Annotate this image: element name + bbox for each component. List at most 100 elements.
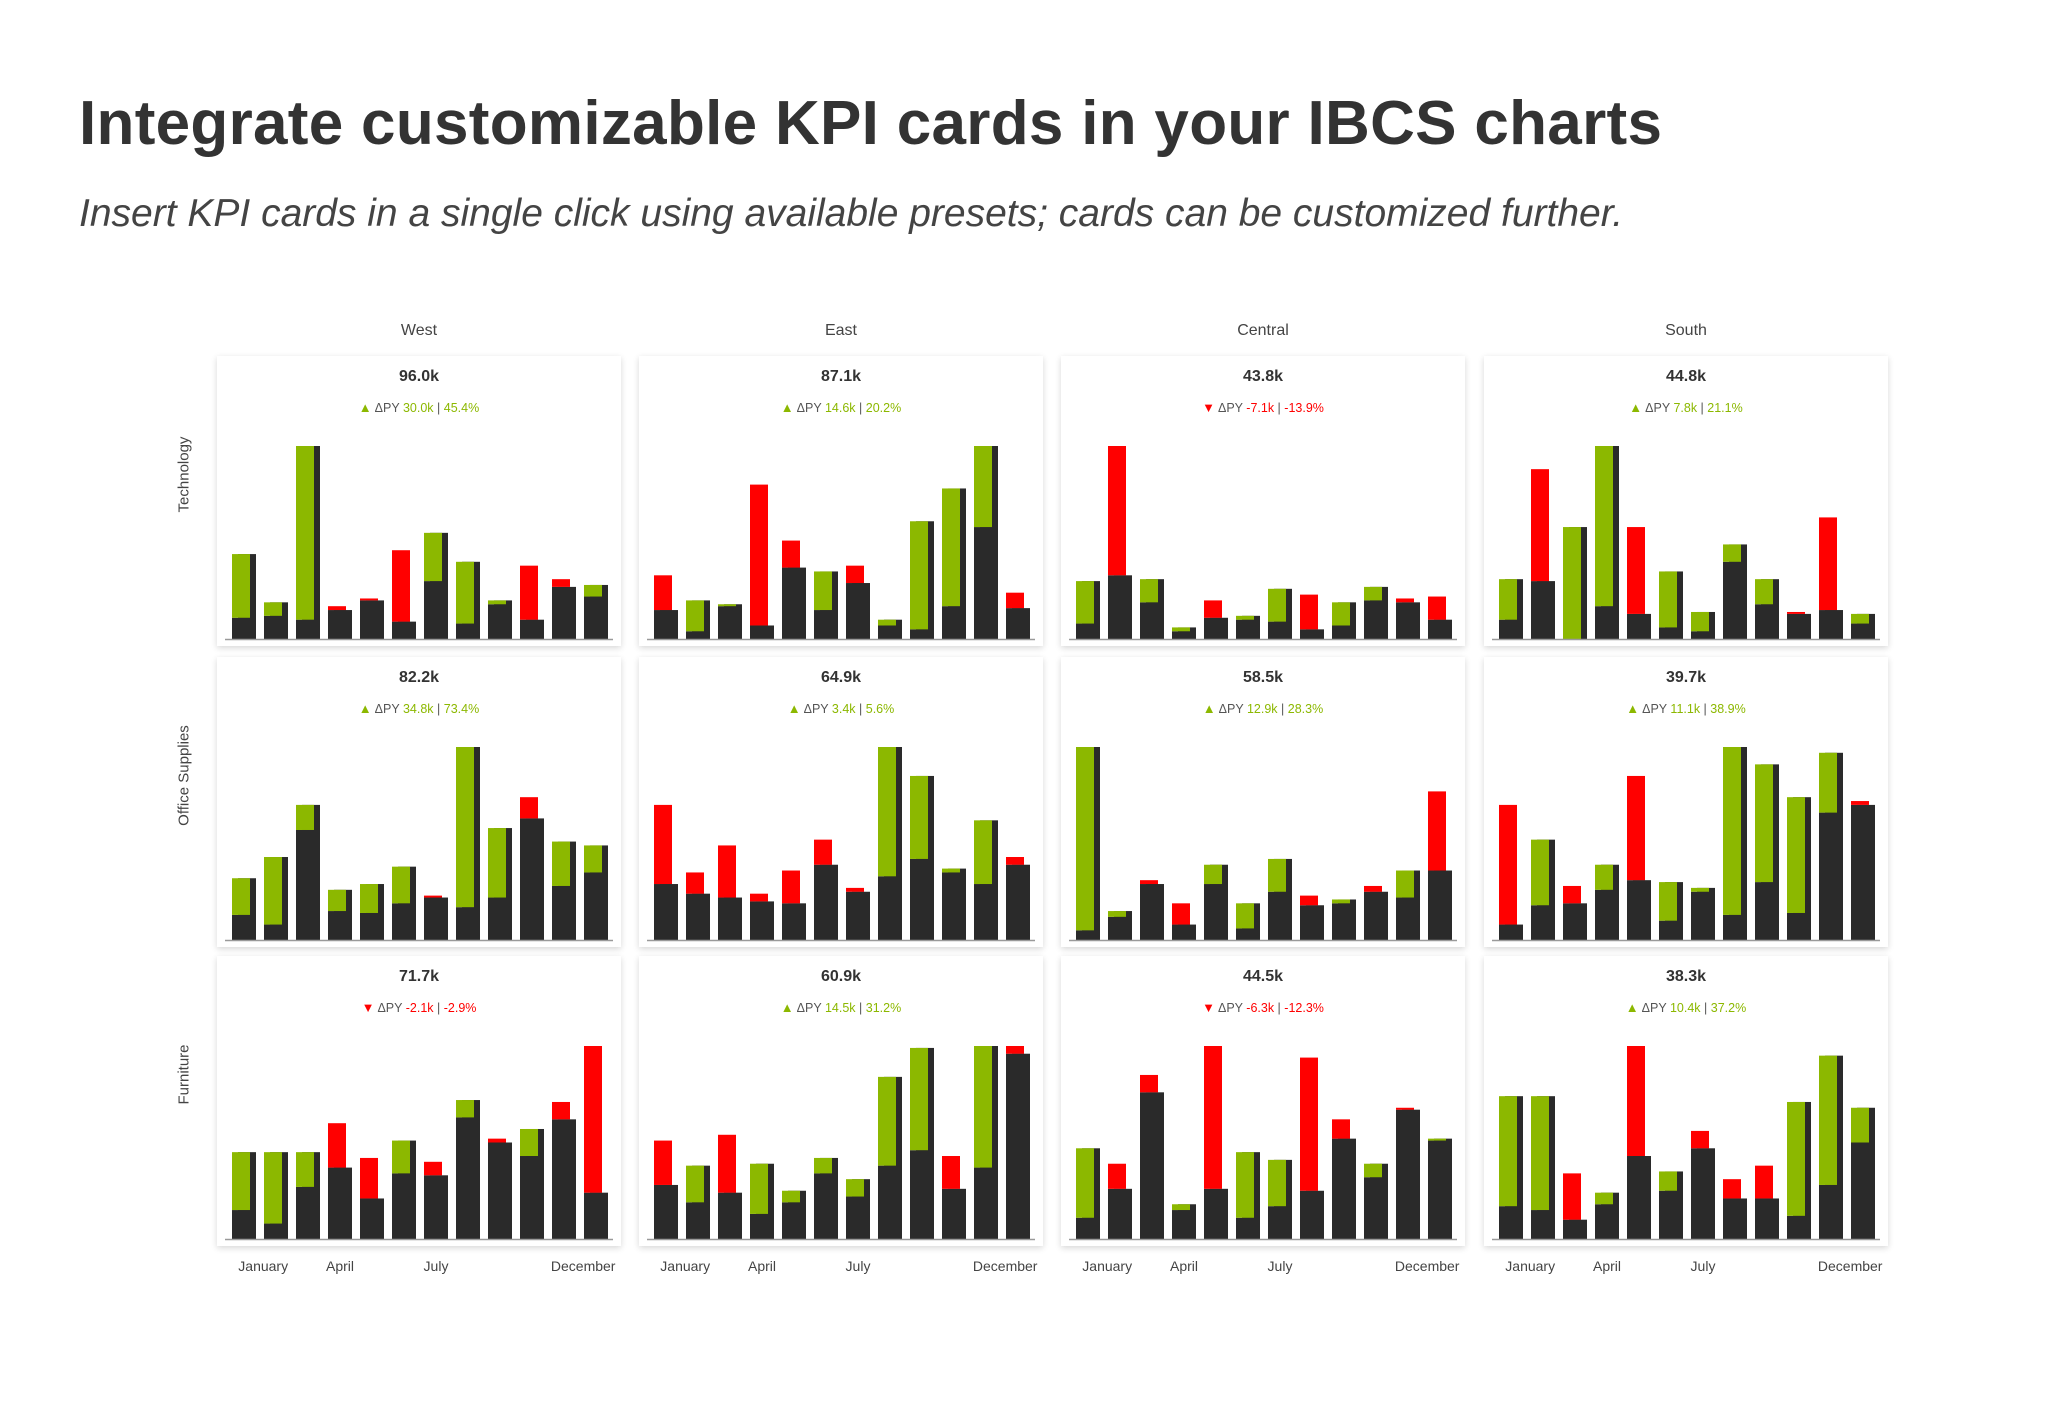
delta-label: ΔPY xyxy=(1645,401,1670,415)
panel-bars xyxy=(1069,1046,1457,1241)
kpi-value: 60.9k xyxy=(820,968,862,985)
month-tick-label: December xyxy=(972,1258,1038,1274)
negative-variance-bar xyxy=(942,1156,960,1189)
positive-variance-bar xyxy=(1595,446,1613,607)
negative-variance-bar xyxy=(488,1138,506,1143)
base-bar xyxy=(1531,905,1549,940)
base-bar xyxy=(878,876,896,940)
base-bar xyxy=(232,617,250,639)
positive-variance-bar xyxy=(1755,579,1773,605)
kpi-value: 87.1k xyxy=(820,368,862,385)
kpi-card: 39.7k ▲ ΔPY 11.1k | 38.9% xyxy=(1484,657,1888,947)
delta-label: ΔPY xyxy=(1217,401,1243,415)
base-bar xyxy=(1851,1142,1869,1239)
base-bar xyxy=(686,1202,704,1239)
base-bar xyxy=(1140,1092,1158,1239)
base-bar xyxy=(1172,631,1190,639)
base-bar xyxy=(1787,912,1805,940)
base-bar xyxy=(456,907,474,940)
base-bar xyxy=(846,583,864,639)
base-bar xyxy=(424,897,442,940)
positive-variance-bar xyxy=(584,584,602,597)
column-label-west: West xyxy=(400,322,438,339)
row-label-technology: Technology xyxy=(175,436,193,513)
positive-variance-bar xyxy=(456,561,474,624)
negative-variance-bar xyxy=(1300,895,1318,906)
positive-variance-bar xyxy=(328,889,346,912)
base-bar xyxy=(1396,897,1414,940)
positive-variance-bar xyxy=(392,866,410,904)
base-bar xyxy=(456,623,474,639)
panel-bars xyxy=(1492,446,1880,641)
positive-variance-bar xyxy=(296,1152,314,1187)
negative-variance-bar xyxy=(1172,903,1190,925)
positive-variance-bar xyxy=(814,571,832,611)
base-bar xyxy=(1627,880,1645,940)
base-bar xyxy=(1691,631,1709,639)
negative-variance-bar xyxy=(1691,1130,1709,1149)
base-bar xyxy=(1659,627,1677,639)
kpi-delta: ▼ ΔPY -7.1k | -13.9% xyxy=(1202,400,1324,415)
delta-percent: 45.4% xyxy=(443,401,480,415)
base-bar xyxy=(814,864,832,940)
negative-variance-bar xyxy=(1204,600,1222,618)
month-tick-label: April xyxy=(747,1258,777,1274)
base-bar xyxy=(1236,1217,1254,1239)
kpi-card: 44.8k ▲ ΔPY 7.8k | 21.1% xyxy=(1484,356,1888,646)
kpi-delta: ▲ ΔPY 10.4k | 37.2% xyxy=(1625,1000,1747,1015)
panel-bars xyxy=(225,1046,613,1241)
delta-value: 34.8k xyxy=(402,702,434,716)
base-bar xyxy=(1268,1206,1286,1239)
month-tick-label: January xyxy=(1082,1258,1133,1274)
negative-variance-bar xyxy=(846,565,864,584)
triangle-up-icon: ▲ xyxy=(780,1000,794,1015)
kpi-card: 44.5k ▼ ΔPY -6.3k | -12.3% xyxy=(1061,956,1465,1246)
kpi-card: 82.2k ▲ ΔPY 34.8k | 73.4% xyxy=(217,657,621,947)
kpi-value: 38.3k xyxy=(1665,968,1707,985)
negative-variance-bar xyxy=(1819,517,1837,611)
base-bar xyxy=(1595,889,1613,940)
base-bar xyxy=(1819,812,1837,940)
kpi-card: 64.9k ▲ ΔPY 3.4k | 5.6% xyxy=(639,657,1043,947)
base-bar xyxy=(1332,625,1350,639)
kpi-value: 44.5k xyxy=(1242,968,1284,985)
delta-label: ΔPY xyxy=(796,1001,822,1015)
positive-variance-bar xyxy=(232,1152,250,1211)
base-bar xyxy=(1755,882,1773,940)
base-bar xyxy=(1851,623,1869,639)
delta-value: 11.1k xyxy=(1670,702,1701,716)
negative-variance-bar xyxy=(424,1161,442,1176)
base-bar xyxy=(1268,891,1286,940)
positive-variance-bar xyxy=(1204,864,1222,885)
panel-bars xyxy=(1069,446,1457,641)
delta-label: ΔPY xyxy=(1217,1001,1243,1015)
base-bar xyxy=(1563,1219,1581,1239)
base-bar xyxy=(1006,864,1024,940)
base-bar xyxy=(686,893,704,940)
base-bar xyxy=(910,858,928,940)
panel-bars xyxy=(1492,747,1880,942)
delta-label: ΔPY xyxy=(377,1001,403,1015)
delta-label: ΔPY xyxy=(374,401,400,415)
base-bar xyxy=(1076,930,1094,940)
base-bar xyxy=(296,619,314,639)
delta-value: -6.3k xyxy=(1246,1001,1275,1015)
negative-variance-bar xyxy=(782,870,800,904)
negative-variance-bar xyxy=(1563,885,1581,904)
base-bar xyxy=(878,625,896,639)
base-bar xyxy=(1140,884,1158,940)
negative-variance-bar xyxy=(1563,1173,1581,1220)
negative-variance-bar xyxy=(1364,885,1382,892)
delta-label: ΔPY xyxy=(1218,702,1244,716)
negative-variance-bar xyxy=(424,895,442,898)
negative-variance-bar xyxy=(1108,1163,1126,1189)
base-bar xyxy=(328,911,346,940)
base-bar xyxy=(232,914,250,940)
positive-variance-bar xyxy=(264,857,282,925)
negative-variance-bar xyxy=(782,540,800,568)
positive-variance-bar xyxy=(1595,1192,1613,1205)
base-bar xyxy=(654,884,672,940)
base-bar xyxy=(1723,914,1741,940)
negative-variance-bar xyxy=(686,872,704,894)
base-bar xyxy=(360,912,378,940)
